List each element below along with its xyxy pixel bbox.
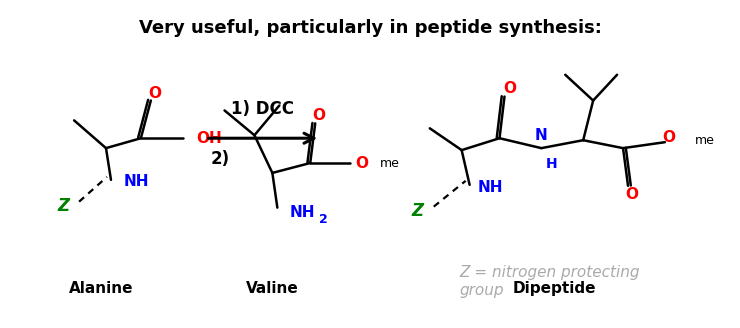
Text: Z = nitrogen protecting
group: Z = nitrogen protecting group xyxy=(460,265,640,297)
Text: O: O xyxy=(355,155,368,171)
Text: Z: Z xyxy=(57,197,69,215)
Text: NH: NH xyxy=(124,174,149,189)
Text: 2: 2 xyxy=(319,213,328,226)
Text: me: me xyxy=(695,134,715,147)
Text: O: O xyxy=(662,130,676,145)
Text: 2): 2) xyxy=(211,150,229,168)
Text: NH: NH xyxy=(477,180,503,195)
Text: NH: NH xyxy=(289,205,314,220)
Text: 1) DCC: 1) DCC xyxy=(232,100,295,118)
Text: N: N xyxy=(535,128,548,143)
Text: H: H xyxy=(545,157,557,171)
Text: Very useful, particularly in peptide synthesis:: Very useful, particularly in peptide syn… xyxy=(138,19,602,37)
Text: O: O xyxy=(313,108,326,123)
Text: me: me xyxy=(380,156,400,170)
Text: O: O xyxy=(503,81,516,96)
Text: Z: Z xyxy=(411,202,424,220)
Text: OH: OH xyxy=(197,131,223,146)
Text: Alanine: Alanine xyxy=(69,281,133,297)
Text: Dipeptide: Dipeptide xyxy=(513,281,596,297)
Text: Valine: Valine xyxy=(246,281,299,297)
Text: O: O xyxy=(148,86,161,101)
Text: O: O xyxy=(625,187,639,202)
